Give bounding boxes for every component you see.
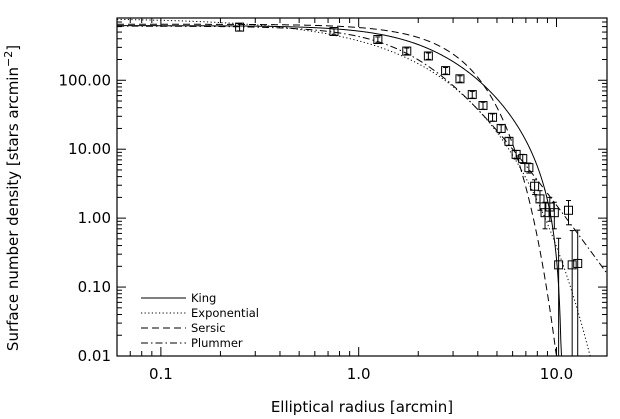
x-axis-ticks: 0.1 1.0 10.0 (116, 18, 573, 383)
legend-item-king: King (141, 291, 216, 305)
data-point (564, 200, 574, 226)
data-point (524, 162, 534, 174)
x-tick-label: 0.1 (149, 365, 173, 383)
y-tick-label: 0.10 (78, 278, 111, 296)
data-point (235, 22, 245, 32)
data-marker (530, 181, 540, 191)
data-marker (573, 258, 583, 268)
data-point (567, 230, 577, 356)
data-point (573, 229, 583, 356)
y-axis-title-superscript: −2 (2, 51, 15, 67)
data-point (423, 51, 433, 61)
model-curve-king (117, 25, 562, 357)
plot-frame (116, 17, 608, 357)
legend-item-sersic: Sersic (141, 321, 226, 335)
data-marker (441, 66, 451, 76)
data-point (540, 201, 550, 230)
model-curve-exponential (116, 18, 591, 357)
data-marker (545, 202, 555, 212)
data-points (235, 22, 583, 356)
data-marker (235, 22, 245, 32)
data-marker (564, 205, 574, 215)
data-point (504, 136, 514, 147)
legend-label: Sersic (191, 321, 226, 335)
y-axis-title-end: ] (4, 45, 22, 51)
data-marker (504, 136, 514, 146)
data-point (530, 179, 540, 196)
data-marker (554, 260, 564, 270)
data-marker (467, 90, 477, 100)
data-marker (329, 26, 339, 36)
data-point (373, 35, 383, 45)
legend-label: Exponential (191, 306, 259, 320)
data-point (478, 101, 488, 111)
model-curve-plummer (117, 25, 608, 274)
data-marker (488, 112, 498, 122)
data-marker (535, 194, 545, 204)
y-tick-label: 100.00 (59, 71, 112, 89)
y-axis-title: Surface number density [stars arcmin−2] (2, 45, 22, 351)
data-point (488, 112, 498, 122)
model-curves (116, 18, 608, 357)
data-point (467, 90, 477, 100)
data-point (455, 74, 465, 84)
y-axis-ticks: 0.01 0.10 1.00 10.00 100.00 (59, 17, 607, 365)
data-point (554, 237, 564, 356)
x-tick-label: 1.0 (347, 365, 371, 383)
data-point (535, 190, 545, 211)
legend-item-plummer: Plummer (141, 336, 243, 350)
y-tick-label: 10.00 (68, 140, 111, 158)
data-marker (478, 101, 488, 111)
data-marker (524, 163, 534, 173)
data-point (545, 196, 555, 222)
data-marker (549, 208, 559, 218)
data-point (496, 123, 506, 133)
legend-label: King (191, 291, 216, 305)
data-point (329, 26, 339, 36)
data-marker (373, 35, 383, 45)
data-point (549, 201, 559, 230)
data-point (402, 46, 412, 56)
data-marker (540, 208, 550, 218)
x-tick-label: 10.0 (540, 365, 573, 383)
y-tick-label: 0.01 (78, 347, 111, 365)
y-tick-label: 1.00 (78, 209, 111, 227)
data-marker (518, 154, 528, 164)
legend-label: Plummer (191, 336, 243, 350)
x-axis-title: Elliptical radius [arcmin] (271, 398, 453, 416)
legend-item-exponential: Exponential (141, 306, 259, 320)
y-axis-title-main: Surface number density [stars arcmin (4, 67, 22, 351)
data-marker (455, 74, 465, 84)
data-marker (496, 123, 506, 133)
data-marker (567, 260, 577, 270)
data-marker (402, 46, 412, 56)
data-marker (423, 51, 433, 61)
model-curve-sersic (117, 23, 558, 357)
data-point (441, 66, 451, 76)
